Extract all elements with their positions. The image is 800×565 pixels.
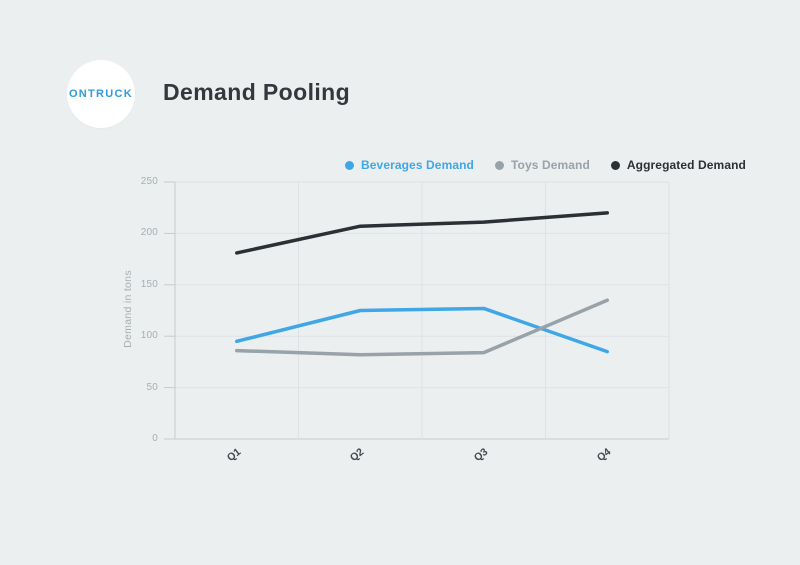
y-tick-label: 0 [152, 433, 158, 444]
ontruck-logo-text: ONTRUCK [68, 88, 134, 100]
legend-label-toys: Toys Demand [511, 158, 590, 172]
x-tick-label: Q2 [348, 445, 367, 465]
series-line-toys-demand [235, 298, 609, 357]
page-title: Demand Pooling [163, 79, 351, 105]
plot-area [164, 181, 670, 440]
legend-dot-beverages [345, 160, 354, 170]
legend-item-beverages: Beverages Demand [345, 158, 474, 172]
x-axis-tick-labels: Q1 Q2 Q3 Q4 [175, 444, 669, 484]
y-tick-label: 200 [140, 227, 158, 239]
y-axis-tick-labels: 0 50 100 150 200 250 [0, 176, 158, 444]
legend-dot-toys [495, 160, 504, 170]
legend-label-beverages: Beverages Demand [361, 158, 474, 172]
chart-legend: Beverages Demand Toys Demand Aggregated … [345, 158, 746, 172]
y-tick-label: 150 [140, 278, 158, 290]
legend-label-aggregated: Aggregated Demand [626, 158, 746, 172]
legend-dot-aggregated [610, 160, 620, 170]
series-line-aggregated-demand [235, 211, 609, 255]
x-tick-label: Q1 [224, 445, 243, 465]
y-tick-label: 250 [140, 176, 158, 187]
x-tick-label: Q3 [471, 445, 490, 465]
x-tick-label: Q4 [595, 445, 614, 465]
series-line-beverages-demand [235, 306, 609, 354]
ontruck-logo: ONTRUCK [67, 60, 135, 128]
y-tick-label: 50 [146, 381, 158, 393]
legend-item-aggregated: Aggregated Demand [610, 158, 746, 172]
y-tick-label: 100 [140, 330, 158, 342]
legend-item-toys: Toys Demand [495, 158, 590, 172]
